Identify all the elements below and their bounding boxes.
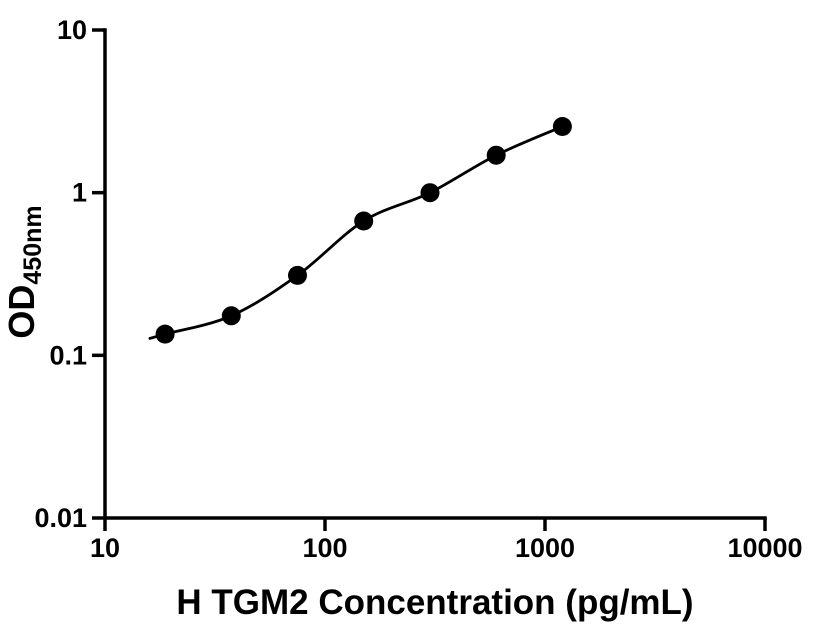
y-axis-title: OD450nm: [1, 205, 47, 338]
data-point: [155, 324, 175, 344]
y-axis-title-subscript: 450nm: [19, 205, 47, 284]
x-tick-label: 100: [302, 533, 347, 563]
y-tick-label: 0.01: [34, 503, 87, 533]
y-tick-label: 1: [72, 178, 87, 208]
y-axis-title-main: OD: [1, 285, 42, 339]
y-axis-ticks: 0.01 0.1 1 10: [34, 15, 105, 533]
plot-area: 10 100 1000 10000 0.01 0.1 1 10: [34, 15, 802, 563]
data-point: [354, 211, 374, 231]
data-point: [420, 183, 440, 203]
x-tick-label: 10: [90, 533, 120, 563]
axis-spines: [103, 28, 767, 520]
x-axis-ticks: 10 100 1000 10000: [90, 518, 803, 563]
x-tick-label: 1000: [515, 533, 575, 563]
data-point: [552, 117, 572, 136]
y-tick-label: 10: [57, 15, 87, 45]
data-point: [288, 265, 307, 285]
series-standard-curve: [148, 117, 572, 344]
axes: [103, 28, 767, 520]
y-tick-label: 0.1: [49, 340, 87, 370]
data-point: [486, 145, 506, 165]
x-tick-label: 10000: [727, 533, 802, 563]
data-point: [221, 306, 241, 326]
x-axis-title: H TGM2 Concentration (pg/mL): [176, 583, 693, 622]
